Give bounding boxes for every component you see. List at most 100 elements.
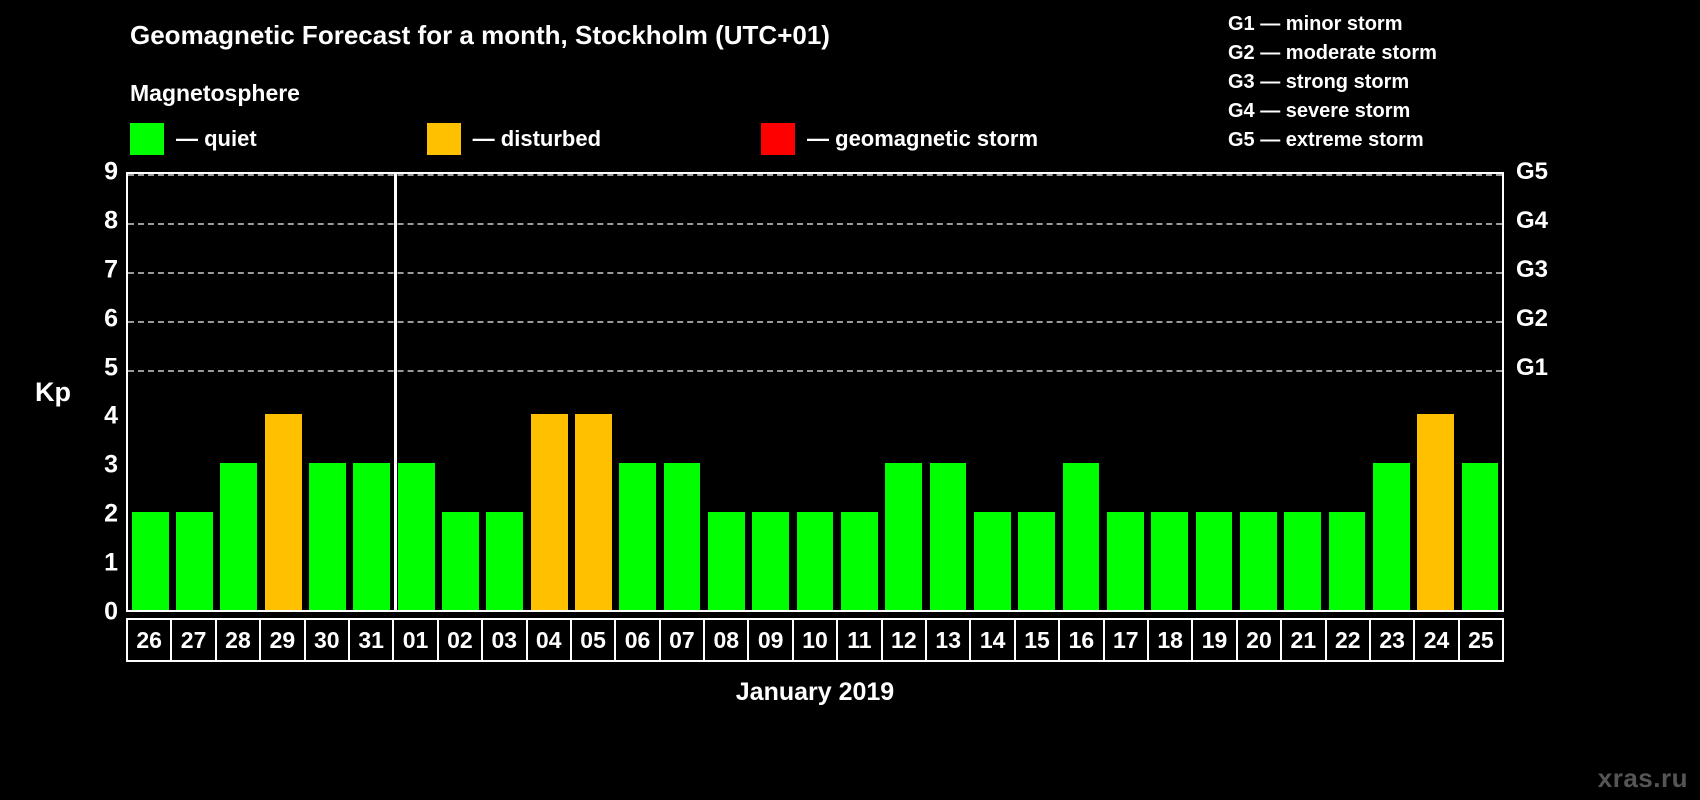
date-cell[interactable]: 05	[571, 620, 617, 660]
date-cell[interactable]: 25	[1459, 620, 1503, 660]
bar-slot[interactable]	[1236, 174, 1280, 610]
date-cell[interactable]: 22	[1326, 620, 1371, 660]
bar[interactable]	[397, 463, 435, 610]
bar-slot[interactable]	[1369, 174, 1413, 610]
bar[interactable]	[442, 512, 479, 610]
bar-slot[interactable]	[1414, 174, 1458, 610]
date-cell[interactable]: 04	[527, 620, 572, 660]
bar-slot[interactable]	[1192, 174, 1236, 610]
bar-slot[interactable]	[483, 174, 527, 610]
bar[interactable]	[220, 463, 258, 610]
bar[interactable]	[1328, 512, 1366, 610]
bar-slot[interactable]	[704, 174, 748, 610]
bar[interactable]	[974, 512, 1011, 610]
bar-slot[interactable]	[1059, 174, 1103, 610]
bar[interactable]	[309, 463, 346, 610]
bar-slot[interactable]	[305, 174, 349, 610]
date-cell[interactable]: 12	[882, 620, 928, 660]
bar[interactable]	[841, 512, 878, 610]
bar[interactable]	[176, 512, 213, 610]
bar[interactable]	[885, 463, 923, 610]
bar-slot[interactable]	[1458, 174, 1502, 610]
bar[interactable]	[131, 512, 169, 610]
bar[interactable]	[929, 463, 967, 610]
date-cell[interactable]: 06	[616, 620, 661, 660]
bar-slot[interactable]	[970, 174, 1014, 610]
bar-slot[interactable]	[527, 174, 571, 610]
legend-entry: — disturbed	[426, 122, 601, 156]
date-cell[interactable]: 03	[483, 620, 528, 660]
date-cell[interactable]: 26	[128, 620, 173, 660]
date-cell[interactable]: 15	[1015, 620, 1061, 660]
bar[interactable]	[486, 512, 524, 610]
bar-slot[interactable]	[837, 174, 881, 610]
bar[interactable]	[1062, 463, 1100, 610]
bar[interactable]	[264, 414, 302, 610]
date-cell[interactable]: 21	[1282, 620, 1327, 660]
bar[interactable]	[1106, 512, 1144, 610]
gridline	[128, 320, 1502, 323]
bar-slot[interactable]	[926, 174, 970, 610]
bar[interactable]	[1018, 512, 1056, 610]
date-cell[interactable]: 07	[660, 620, 706, 660]
bar[interactable]	[575, 414, 612, 610]
date-cell[interactable]: 02	[438, 620, 484, 660]
bar[interactable]	[1284, 512, 1322, 610]
date-cell[interactable]: 29	[261, 620, 306, 660]
y-tick-label: 1	[104, 548, 118, 577]
bar-slot[interactable]	[660, 174, 704, 610]
date-cell[interactable]: 09	[749, 620, 794, 660]
quiet-swatch	[130, 123, 164, 155]
bar-slot[interactable]	[438, 174, 482, 610]
bar[interactable]	[1195, 512, 1233, 610]
bar[interactable]	[796, 512, 834, 610]
bar[interactable]	[1461, 463, 1499, 610]
bar-slot[interactable]	[571, 174, 615, 610]
bar[interactable]	[530, 414, 568, 610]
bar-slot[interactable]	[217, 174, 261, 610]
date-cell[interactable]: 13	[927, 620, 972, 660]
date-cell[interactable]: 19	[1193, 620, 1238, 660]
bar[interactable]	[353, 463, 391, 610]
bar-slot[interactable]	[172, 174, 216, 610]
bar-slot[interactable]	[1015, 174, 1059, 610]
bar[interactable]	[1151, 512, 1189, 610]
bar[interactable]	[1372, 463, 1410, 610]
bar[interactable]	[1239, 512, 1277, 610]
bar[interactable]	[708, 512, 745, 610]
x-axis-title: January 2019	[735, 678, 895, 706]
bar-slot[interactable]	[394, 174, 438, 610]
bar-slot[interactable]	[128, 174, 172, 610]
y-tick-label: 3	[104, 450, 118, 479]
bar[interactable]	[752, 512, 790, 610]
bar-slot[interactable]	[350, 174, 394, 610]
date-cell[interactable]: 28	[216, 620, 262, 660]
date-cell[interactable]: 30	[305, 620, 350, 660]
date-cell[interactable]: 10	[793, 620, 839, 660]
bar-slot[interactable]	[1148, 174, 1192, 610]
date-cell[interactable]: 01	[394, 620, 439, 660]
g-axis-label: G2	[1516, 304, 1549, 332]
date-cell[interactable]: 27	[172, 620, 217, 660]
bar-slot[interactable]	[749, 174, 793, 610]
date-cell[interactable]: 24	[1415, 620, 1460, 660]
bar-slot[interactable]	[1281, 174, 1325, 610]
bar-slot[interactable]	[616, 174, 660, 610]
date-cell[interactable]: 23	[1370, 620, 1416, 660]
bar-slot[interactable]	[793, 174, 837, 610]
bar[interactable]	[663, 463, 701, 610]
date-cell[interactable]: 20	[1237, 620, 1283, 660]
bar-slot[interactable]	[882, 174, 926, 610]
date-cell[interactable]: 11	[838, 620, 883, 660]
date-cell[interactable]: 17	[1104, 620, 1149, 660]
date-cell[interactable]: 16	[1060, 620, 1105, 660]
bar-slot[interactable]	[1103, 174, 1147, 610]
bar[interactable]	[619, 463, 657, 610]
date-cell[interactable]: 08	[705, 620, 750, 660]
bar[interactable]	[1417, 414, 1455, 610]
date-cell[interactable]: 31	[349, 620, 395, 660]
bar-slot[interactable]	[1325, 174, 1369, 610]
date-cell[interactable]: 14	[971, 620, 1016, 660]
bar-slot[interactable]	[261, 174, 305, 610]
date-cell[interactable]: 18	[1148, 620, 1194, 660]
